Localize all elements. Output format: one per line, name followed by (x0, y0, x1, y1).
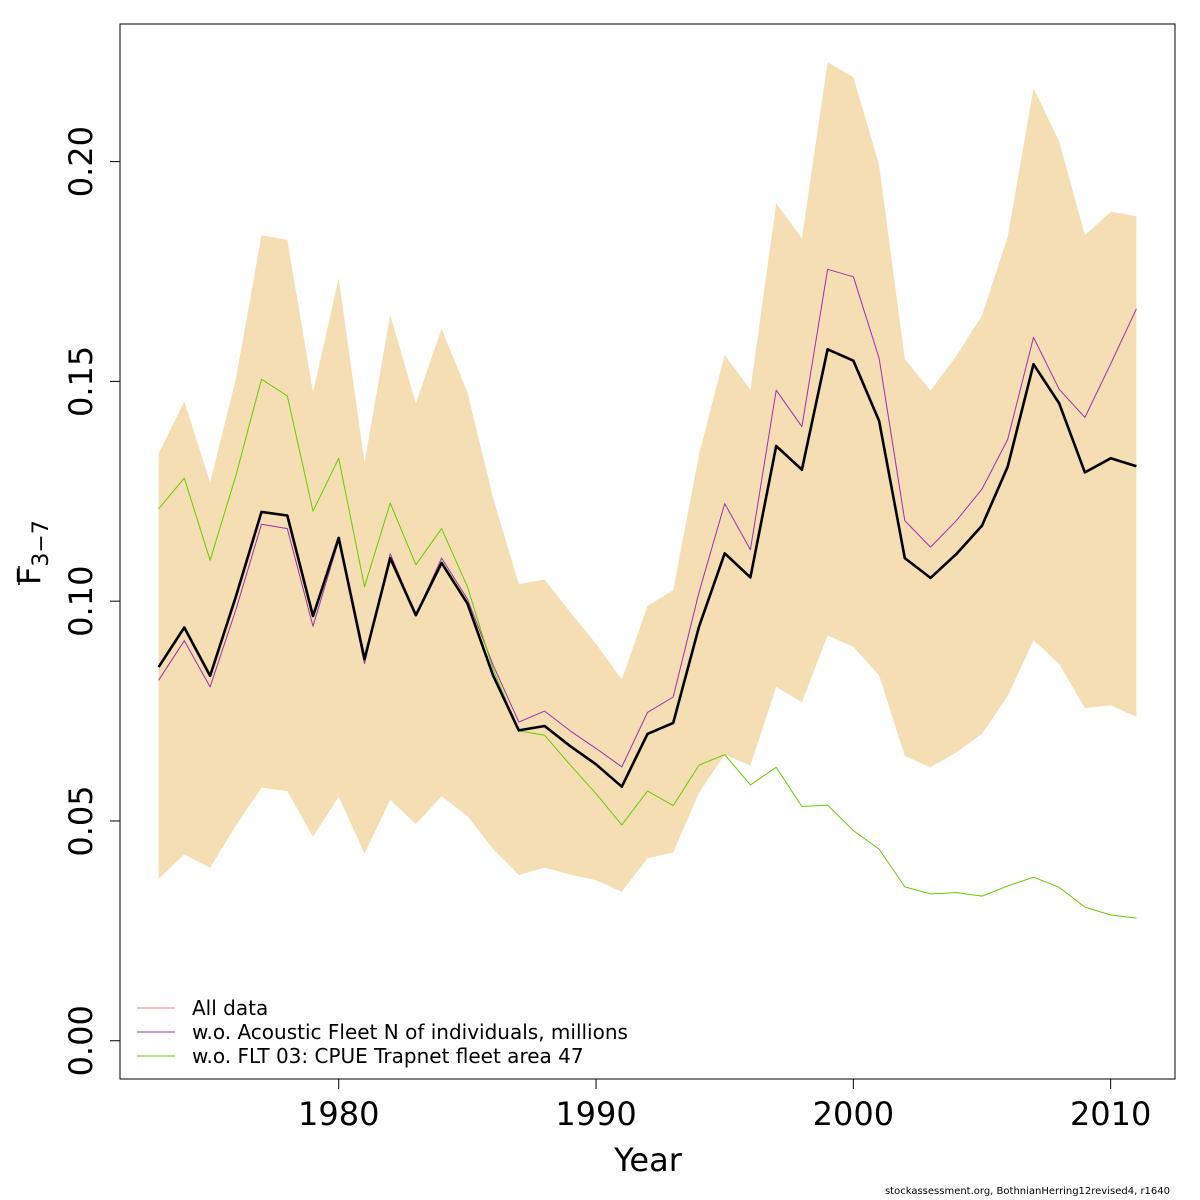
legend-label-1: w.o. Acoustic Fleet N of individuals, mi… (192, 1020, 628, 1044)
x-tick-label: 1990 (555, 1095, 636, 1133)
x-axis: 1980 1990 2000 2010 (298, 1078, 1151, 1133)
series-line-1 (158, 268, 1137, 768)
series-line-2 (158, 378, 1137, 919)
y-axis-title-subscript: 3−7 (29, 520, 54, 566)
y-axis-title-main: F (10, 567, 48, 585)
confidence-band-layer (158, 62, 1137, 892)
x-tick-label: 2000 (813, 1095, 894, 1133)
y-tick-label: 0.05 (62, 785, 100, 856)
y-tick-label: 0.15 (62, 346, 100, 417)
series-layer (157, 268, 1137, 919)
x-tick-label: 2010 (1070, 1095, 1151, 1133)
y-axis-title: F3−7 (10, 520, 54, 585)
legend-label-0: All data (192, 996, 268, 1020)
legend-label-2: w.o. FLT 03: CPUE Trapnet fleet area 47 (192, 1044, 584, 1068)
y-axis: 0.00 0.05 0.10 0.15 0.20 (62, 126, 121, 1076)
y-tick-label: 0.20 (62, 126, 100, 197)
credit-text: stockassessment.org, BothnianHerring12re… (884, 1186, 1170, 1197)
svg-text:F3−7: F3−7 (10, 520, 54, 585)
confidence-band (158, 62, 1137, 892)
y-tick-label: 0.00 (62, 1005, 100, 1076)
x-axis-title: Year (613, 1141, 683, 1179)
y-tick-label: 0.10 (62, 566, 100, 637)
series-line-0 (157, 347, 1137, 789)
x-tick-label: 1980 (298, 1095, 379, 1133)
